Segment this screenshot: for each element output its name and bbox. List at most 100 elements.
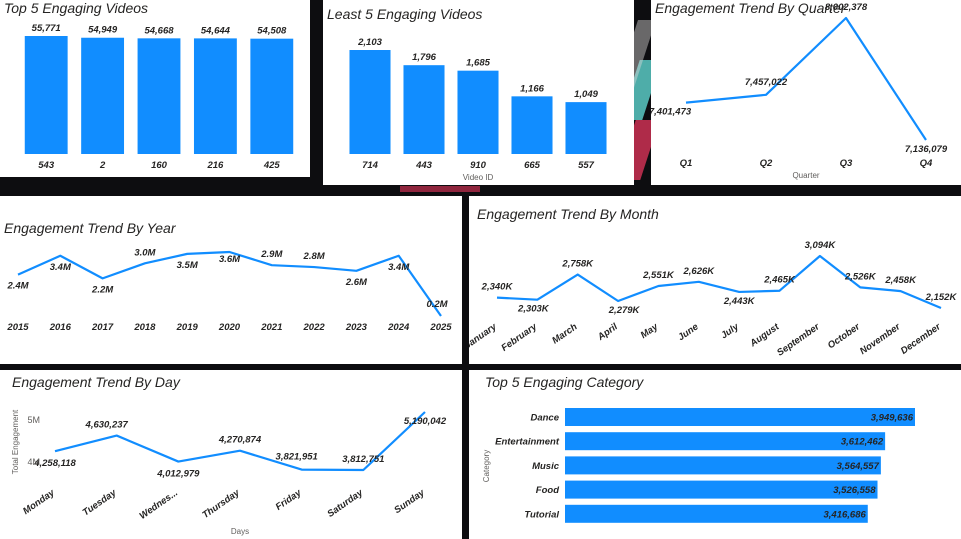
data-label: 0.2M <box>426 299 448 310</box>
panel-year: Engagement Trend By Year 2.4M 2015 3.4M 201… <box>0 196 462 364</box>
x-tick-label: Sunday <box>392 487 427 516</box>
x-tick-label: 2021 <box>260 322 282 333</box>
x-tick-label: Thursday <box>200 487 242 521</box>
data-label: 1,685 <box>466 58 490 69</box>
data-label: 2,303K <box>517 304 550 315</box>
y-tick-label: 5M <box>27 415 40 425</box>
x-axis-label: Quarter <box>792 171 819 180</box>
chart-title: Top 5 Engaging Category <box>485 374 644 390</box>
x-tick-label: September <box>775 321 823 359</box>
panel-top-videos: Top 5 Engaging Videos 55,771 543 54,949 2 54… <box>0 0 310 177</box>
data-label: 2.8M <box>303 251 326 262</box>
series-line <box>17 250 442 317</box>
bar <box>565 432 886 451</box>
bar <box>565 504 868 523</box>
x-tick-label: 425 <box>263 160 281 171</box>
x-tick-label: Q3 <box>840 158 853 169</box>
data-label: 3,416,686 <box>824 509 867 520</box>
panel-category: Top 5 Engaging Category Dance 3,949,636 En… <box>469 370 961 539</box>
data-label: 8,002,378 <box>825 2 868 13</box>
x-tick-label: 543 <box>38 160 55 171</box>
data-label: 2.2M <box>91 284 114 295</box>
x-tick-label: 2020 <box>218 322 241 333</box>
data-label: 4,630,237 <box>85 420 129 431</box>
data-label: 1,049 <box>574 89 598 100</box>
data-label: 55,771 <box>32 23 61 34</box>
data-label: 3,812,751 <box>342 454 384 465</box>
data-label: 2.6M <box>345 277 368 288</box>
data-label: 1,796 <box>412 52 436 63</box>
data-label: 3,949,636 <box>871 413 914 424</box>
data-label: 3.4M <box>50 262 72 273</box>
data-label: 2,626K <box>682 266 715 277</box>
data-label: 4,258,118 <box>33 458 76 469</box>
x-tick-label: Monday <box>21 487 57 517</box>
data-label: 3,094K <box>805 240 837 251</box>
x-tick-label: 2023 <box>345 322 368 333</box>
panel-least-videos: Least 5 Engaging Videos 2,103 714 1,796 443… <box>323 0 634 185</box>
x-tick-label: 2015 <box>6 322 29 333</box>
x-tick-label: 2017 <box>91 322 114 333</box>
x-tick-label: 2022 <box>303 322 326 333</box>
data-label: 2,443K <box>723 296 756 307</box>
bar <box>403 65 445 154</box>
top-videos-chart: 55,771 543 54,949 2 54,668 160 54,644 216 54,508… <box>24 23 294 171</box>
data-label: 2,152K <box>925 292 958 303</box>
data-label: 54,949 <box>88 25 118 36</box>
data-label: 2,340K <box>481 282 514 293</box>
data-label: 4,270,874 <box>218 435 262 446</box>
data-label: 3,612,462 <box>841 437 884 448</box>
data-label: 2,458K <box>884 275 917 286</box>
series-line <box>54 411 426 472</box>
x-tick-label: May <box>639 321 661 341</box>
x-tick-label: January <box>469 321 499 351</box>
bar <box>511 96 553 154</box>
y-axis-label: Category <box>482 450 491 482</box>
y-tick-label: Food <box>536 485 559 496</box>
y-tick-label: Entertainment <box>495 437 560 448</box>
data-label: 3,526,558 <box>833 485 876 496</box>
data-label: 3.0M <box>134 247 156 258</box>
bar <box>565 102 607 154</box>
bar <box>565 480 878 499</box>
quarter-chart: 7,401,473 Q1 7,457,022 Q2 8,002,378 Q3 7,136,0… <box>651 2 948 180</box>
data-label: 2,279K <box>608 305 641 316</box>
bar <box>457 70 499 154</box>
bar <box>24 36 68 154</box>
chart-title: Engagement Trend By Day <box>12 374 180 390</box>
x-tick-label: December <box>899 321 944 357</box>
x-tick-label: 714 <box>362 160 379 171</box>
data-label: 2,103 <box>357 37 382 48</box>
panel-quarter: Engagement Trend By Quarter 7,401,473 Q1 7… <box>651 0 961 185</box>
data-label: 4,012,979 <box>156 469 200 480</box>
chart-title: Engagement Trend By Year <box>4 220 176 236</box>
chart-title: Top 5 Engaging Videos <box>4 0 149 16</box>
data-label: 7,401,473 <box>651 107 692 118</box>
data-label: 54,668 <box>144 25 174 36</box>
chart-title: Engagement Trend By Month <box>477 206 659 222</box>
x-tick-label: 2024 <box>387 322 410 333</box>
x-tick-label: Q2 <box>760 158 773 169</box>
x-tick-label: 910 <box>470 160 487 171</box>
x-axis-label: Days <box>231 527 249 536</box>
x-tick-label: April <box>595 321 620 343</box>
x-tick-label: July <box>719 321 741 341</box>
bar <box>565 456 881 475</box>
data-label: 2,551K <box>642 270 675 281</box>
data-label: 54,508 <box>257 26 287 37</box>
data-label: 1,166 <box>520 83 544 94</box>
data-label: 3,564,557 <box>837 461 880 472</box>
data-label: 2,526K <box>844 271 877 282</box>
data-label: 2.4M <box>6 281 29 292</box>
x-tick-label: February <box>499 321 539 354</box>
x-tick-label: 2018 <box>133 322 156 333</box>
bar <box>193 38 237 154</box>
y-tick-label: Dance <box>530 413 559 424</box>
x-tick-label: November <box>858 321 903 357</box>
data-label: 3.4M <box>388 262 410 273</box>
x-tick-label: 665 <box>524 160 541 171</box>
data-label: 3.5M <box>177 260 199 271</box>
y-tick-label: Tutorial <box>524 509 559 520</box>
panel-month: Engagement Trend By Month 2,340K January 2… <box>469 196 961 364</box>
data-label: 2.9M <box>260 249 283 260</box>
